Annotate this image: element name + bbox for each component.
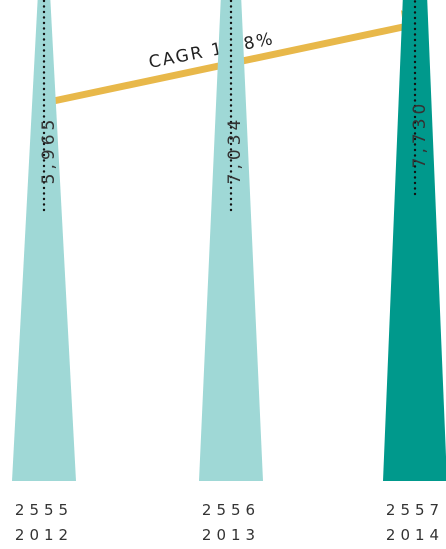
bar-triangle-2555 [12,0,76,481]
bar-triangle-2557 [383,0,446,481]
category-label-2557: 2557 [386,501,444,519]
category-sublabel-2012: 2012 [15,526,73,544]
value-label-2555: 5,965 [39,116,59,185]
category-sublabel-2013: 2013 [202,526,260,544]
category-label-2556: 2556 [202,501,260,519]
bar-triangle-2556 [199,0,263,481]
category-sublabel-2014: 2014 [386,526,444,544]
category-label-2555: 2555 [15,501,73,519]
value-label-2556: 7,034 [225,116,245,185]
bars-group: 5,965 2555 2012 7,034 2556 2013 7,730 2557 2014 [12,0,446,544]
value-label-2557: 7,730 [410,100,430,169]
